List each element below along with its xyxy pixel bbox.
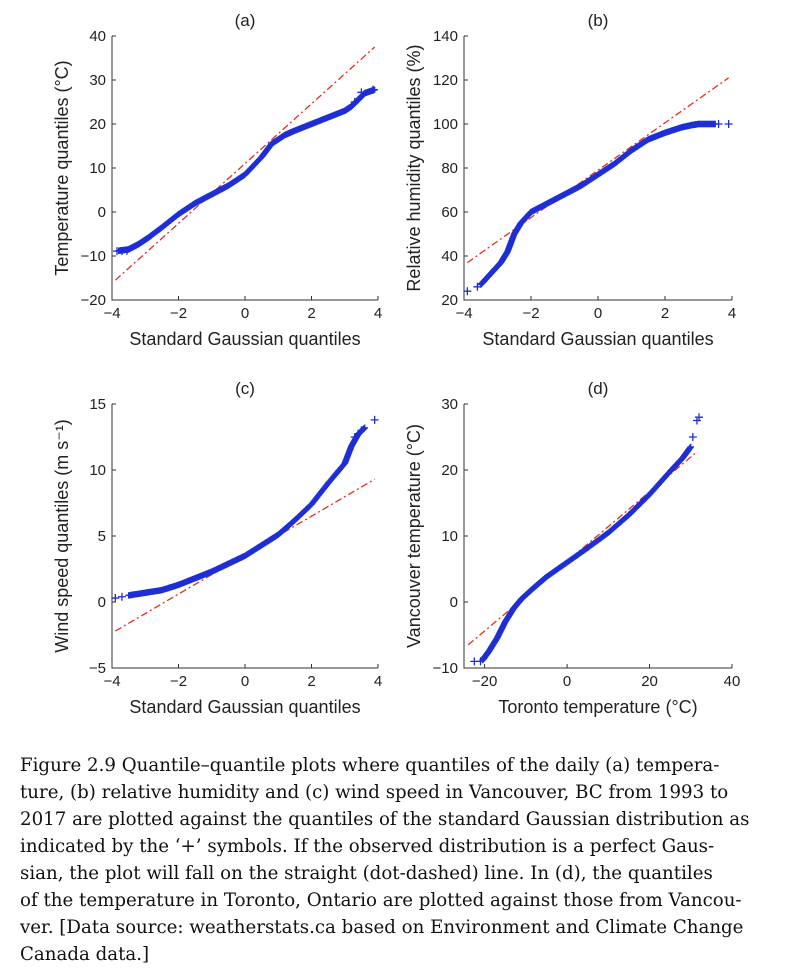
quantile-marker bbox=[476, 657, 485, 666]
figure-caption: Figure 2.9 Quantile–quantile plots where… bbox=[20, 752, 790, 968]
quantile-marker bbox=[370, 415, 379, 424]
y-tick-label: 10 bbox=[89, 160, 106, 177]
y-tick-label: 20 bbox=[441, 292, 458, 309]
quantile-marker bbox=[724, 120, 733, 128]
y-tick-label: −5 bbox=[89, 660, 106, 677]
y-tick-label: 40 bbox=[89, 28, 106, 45]
quantile-marker bbox=[687, 443, 694, 451]
x-tick-label: −20 bbox=[472, 673, 497, 690]
x-tick-label: 2 bbox=[307, 305, 315, 322]
x-tick-label: 4 bbox=[374, 305, 382, 322]
x-tick-label: 40 bbox=[724, 673, 741, 690]
x-axis-label: Standard Gaussian quantiles bbox=[129, 329, 360, 349]
panel-title: (a) bbox=[235, 11, 256, 30]
x-tick-label: 0 bbox=[563, 673, 571, 690]
x-tick-label: 4 bbox=[374, 673, 382, 690]
reference-line bbox=[114, 46, 376, 281]
quantile-marker bbox=[117, 592, 126, 601]
y-tick-label: −10 bbox=[433, 660, 458, 677]
y-tick-label: 140 bbox=[433, 28, 458, 45]
quantile-marker bbox=[357, 88, 366, 97]
caption-line: sian, the plot will fall on the straight… bbox=[20, 863, 713, 884]
y-tick-label: 15 bbox=[89, 396, 106, 413]
caption-line: of the temperature in Toronto, Ontario a… bbox=[20, 890, 742, 911]
caption-line: Canada data.] bbox=[20, 944, 150, 965]
y-axis-label: Wind speed quantiles (m s⁻¹) bbox=[52, 419, 72, 653]
y-axis-label: Temperature quantiles (°C) bbox=[52, 60, 72, 275]
quantile-marker bbox=[473, 282, 482, 291]
quantile-marker bbox=[369, 85, 378, 94]
chart-panel: (c) −4 −2 0 2 4 −5 0 5 10 15 Standard Gaussian quan… bbox=[52, 379, 382, 717]
chart-panel: (b) −4 −2 0 2 4 20 40 60 80 100 120 140 Standard Gaus… bbox=[404, 11, 736, 349]
x-axis-label: Standard Gaussian quantiles bbox=[129, 697, 360, 717]
x-tick-label: 20 bbox=[641, 673, 658, 690]
y-tick-label: 30 bbox=[441, 396, 458, 413]
quantile-markers bbox=[112, 85, 378, 256]
y-tick-label: −20 bbox=[81, 292, 106, 309]
axis-frame bbox=[111, 404, 378, 669]
x-tick-label: −4 bbox=[103, 673, 120, 690]
y-tick-label: 10 bbox=[441, 528, 458, 545]
panel-title: (c) bbox=[235, 379, 255, 398]
x-axis-label: Standard Gaussian quantiles bbox=[482, 329, 713, 349]
x-tick-label: −2 bbox=[522, 305, 539, 322]
panel-title: (d) bbox=[588, 379, 609, 398]
caption-line: ver. [Data source: weatherstats.ca based… bbox=[20, 917, 744, 938]
x-tick-label: 0 bbox=[241, 305, 249, 322]
quantile-marker bbox=[714, 120, 723, 128]
caption-line: indicated by the ‘+’ symbols. If the obs… bbox=[20, 836, 715, 857]
caption-line: Figure 2.9 Quantile–quantile plots where… bbox=[20, 755, 720, 776]
quantile-marker bbox=[695, 413, 704, 422]
quantile-marker bbox=[111, 594, 120, 603]
y-tick-label: −10 bbox=[81, 248, 106, 265]
quantile-marker bbox=[463, 287, 472, 296]
y-tick-label: 0 bbox=[98, 204, 106, 221]
axis-frame bbox=[111, 36, 378, 301]
quantile-markers bbox=[111, 415, 379, 603]
reference-line bbox=[467, 453, 696, 646]
y-tick-label: 20 bbox=[89, 116, 106, 133]
y-tick-label: 60 bbox=[441, 204, 458, 221]
x-tick-label: −4 bbox=[103, 305, 120, 322]
y-tick-label: 20 bbox=[441, 462, 458, 479]
y-tick-label: 120 bbox=[433, 72, 458, 89]
chart-panel: (d) −20 0 20 40 −10 0 10 20 30 Toronto temperature… bbox=[404, 379, 740, 717]
x-tick-label: 2 bbox=[307, 673, 315, 690]
x-tick-label: 2 bbox=[661, 305, 669, 322]
y-tick-label: 100 bbox=[433, 116, 458, 133]
x-tick-label: −2 bbox=[170, 673, 187, 690]
quantile-marker bbox=[357, 426, 366, 435]
quantile-markers bbox=[463, 120, 733, 296]
y-tick-label: 5 bbox=[98, 528, 106, 545]
quantile-marker bbox=[350, 98, 359, 106]
caption-line: 2017 are plotted against the quantiles o… bbox=[20, 809, 750, 830]
x-tick-label: 0 bbox=[594, 305, 602, 322]
y-axis-label: Vancouver temperature (°C) bbox=[404, 424, 424, 648]
caption-line: ture, (b) relative humidity and (c) wind… bbox=[20, 782, 729, 803]
x-tick-label: 0 bbox=[241, 673, 249, 690]
y-tick-label: 80 bbox=[441, 160, 458, 177]
y-tick-label: 10 bbox=[89, 462, 106, 479]
x-tick-label: −4 bbox=[455, 305, 472, 322]
quantile-marker bbox=[122, 246, 131, 255]
x-axis-label: Toronto temperature (°C) bbox=[498, 697, 697, 717]
y-tick-label: 0 bbox=[450, 594, 458, 611]
y-tick-label: 40 bbox=[441, 248, 458, 265]
quantile-marker bbox=[350, 433, 359, 441]
panel-title: (b) bbox=[588, 11, 609, 30]
quantile-marker bbox=[688, 433, 697, 441]
x-tick-label: 4 bbox=[728, 305, 736, 322]
x-tick-label: −2 bbox=[170, 305, 187, 322]
y-tick-label: 30 bbox=[89, 72, 106, 89]
quantile-markers bbox=[470, 413, 704, 666]
y-tick-label: 0 bbox=[98, 594, 106, 611]
y-axis-label: Relative humidity quantiles (%) bbox=[404, 44, 424, 291]
reference-line bbox=[466, 77, 730, 264]
